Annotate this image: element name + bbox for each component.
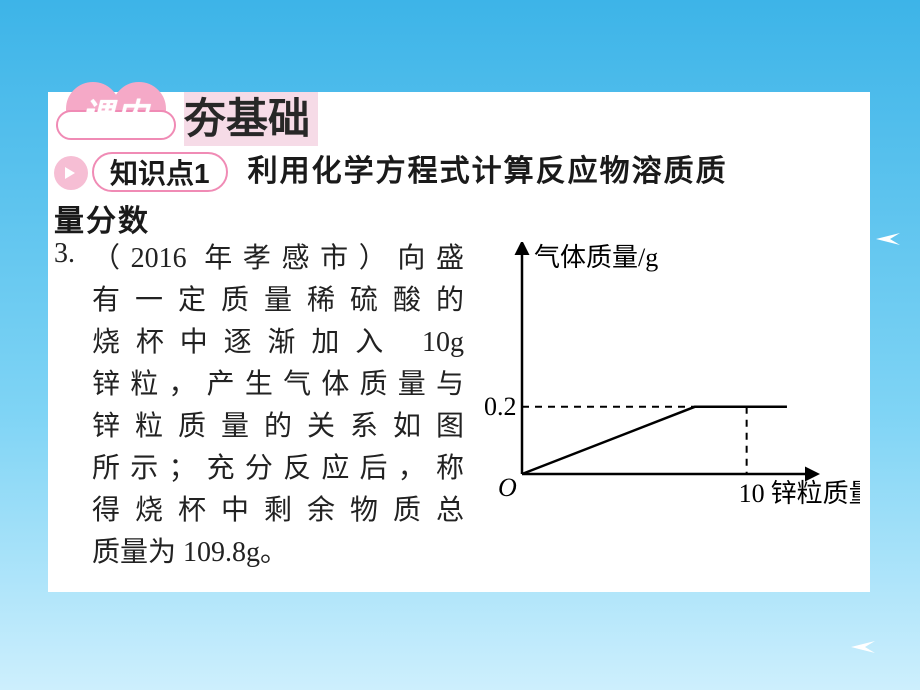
badge-text: 课内 xyxy=(54,90,178,136)
problem-line: 锌粒质量的关系如图 xyxy=(92,406,464,448)
problem-line: 有一定质量稀硫酸的 xyxy=(92,280,464,322)
problem-block: 3. （2016 年孝感市）向盛有一定质量稀硫酸的烧杯中逐渐加入 10g锌粒，产… xyxy=(54,238,464,574)
paper-plane-icon xyxy=(851,640,875,652)
problem-line: （2016 年孝感市）向盛 xyxy=(92,238,464,280)
knowledge-point-label: 知识点1 xyxy=(110,152,210,192)
svg-text:锌粒质量/g: 锌粒质量/g xyxy=(771,479,860,508)
svg-text:O: O xyxy=(498,473,517,502)
knowledge-point-title-line1: 利用化学方程式计算反应物溶质质 xyxy=(248,152,728,192)
problem-line: 所示；充分反应后，称 xyxy=(92,448,464,490)
problem-line: 得烧杯中剩余物质总 xyxy=(92,490,464,532)
problem-text: （2016 年孝感市）向盛有一定质量稀硫酸的烧杯中逐渐加入 10g锌粒，产生气体… xyxy=(92,238,464,574)
arrow-icon xyxy=(54,156,88,190)
gas-mass-chart: 气体质量/g 锌粒质量/g 0.2 10 O xyxy=(480,242,860,522)
svg-text:0.2: 0.2 xyxy=(484,392,517,421)
content-card: 课内 夯基础 知识点1 利用化学方程式计算反应物溶质质 量分数 3. （2016… xyxy=(48,92,870,592)
problem-line: 烧杯中逐渐加入 10g xyxy=(92,322,464,364)
paper-plane-icon xyxy=(876,232,900,244)
problem-number: 3. xyxy=(54,238,75,270)
problem-line: 锌粒，产生气体质量与 xyxy=(92,364,464,406)
section-badge: 课内 xyxy=(54,82,182,144)
knowledge-point-pill: 知识点1 xyxy=(92,152,228,192)
knowledge-point-title-line2: 量分数 xyxy=(54,196,150,240)
svg-text:10: 10 xyxy=(739,479,765,508)
section-title: 夯基础 xyxy=(184,92,318,146)
knowledge-point-row: 知识点1 利用化学方程式计算反应物溶质质 xyxy=(54,152,860,192)
problem-line: 质量为 109.8g。 xyxy=(92,532,464,574)
chart-svg: 气体质量/g 锌粒质量/g 0.2 10 O xyxy=(480,242,860,522)
svg-text:气体质量/g: 气体质量/g xyxy=(534,243,658,272)
